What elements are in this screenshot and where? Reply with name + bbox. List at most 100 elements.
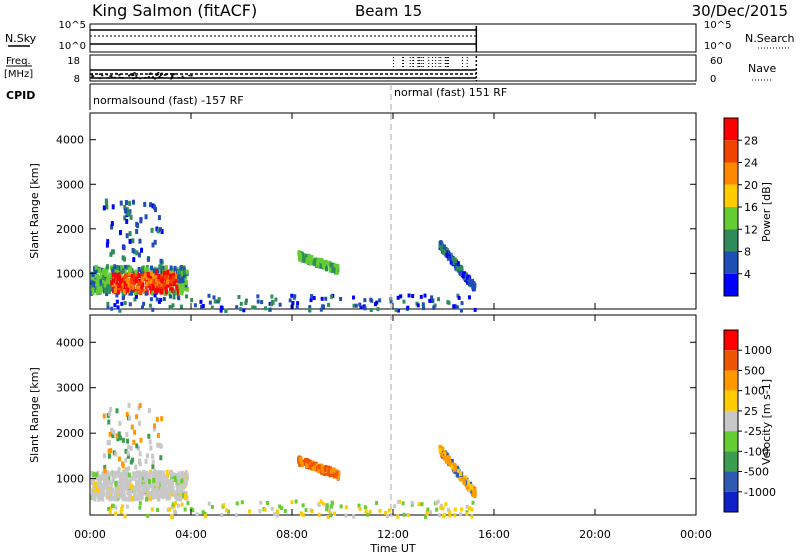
freq-dot — [107, 77, 110, 79]
range-gate-cell — [256, 294, 260, 299]
range-gate-cell — [459, 512, 463, 517]
range-gate-cell — [453, 513, 457, 518]
range-gate-cell — [105, 485, 109, 491]
range-gate-cell — [177, 296, 181, 301]
range-gate-cell — [113, 491, 117, 497]
range-gate-cell — [135, 443, 139, 449]
range-gate-cell — [278, 302, 282, 307]
range-gate-cell — [184, 490, 188, 496]
range-gate-cell — [140, 269, 144, 275]
range-gate-cell — [295, 305, 299, 310]
range-gate-cell — [130, 424, 134, 430]
range-gate-cell — [102, 205, 106, 211]
range-gate-cell — [95, 485, 99, 491]
range-gate-cell — [124, 496, 128, 502]
range-gate-cell — [104, 271, 108, 277]
range-gate-cell — [92, 281, 96, 287]
range-gate-cell — [166, 282, 170, 288]
velocity-panel: 1000 2000 3000 4000 Slant Range [km] 1000 50… — [28, 314, 776, 519]
range-gate-cell — [112, 450, 116, 456]
range-gate-cell — [242, 308, 246, 313]
range-gate-cell — [131, 238, 135, 244]
range-gate-cell — [125, 432, 129, 438]
range-gate-cell — [125, 233, 129, 239]
range-gate-cell — [278, 504, 282, 509]
range-gate-cell — [174, 277, 178, 283]
range-gate-cell — [168, 273, 172, 279]
range-gate-cell — [470, 281, 474, 287]
range-gate-cell — [159, 476, 163, 482]
range-gate-cell — [127, 288, 131, 294]
range-gate-cell — [91, 490, 95, 496]
range-gate-cell — [106, 440, 110, 446]
range-gate-cell — [107, 288, 111, 294]
range-gate-cell — [274, 297, 278, 302]
range-gate-cell — [325, 503, 329, 508]
range-gate-cell — [180, 478, 184, 484]
colorbar-tick-label: 16 — [744, 201, 758, 214]
range-gate-cell — [120, 265, 124, 271]
range-gate-cell — [153, 491, 157, 497]
range-gate-cell — [185, 286, 189, 292]
range-gate-cell — [363, 306, 367, 311]
range-gate-cell — [422, 306, 426, 311]
range-gate-cell — [317, 502, 321, 507]
range-gate-cell — [128, 238, 132, 244]
range-gate-cell — [115, 267, 119, 273]
range-gate-cell — [97, 496, 101, 502]
range-gate-cell — [185, 475, 189, 481]
range-gate-cell — [325, 507, 329, 512]
range-gate-cell — [294, 499, 298, 504]
range-gate-cell — [467, 295, 471, 300]
range-gate-cell — [148, 478, 152, 484]
range-gate-cell — [115, 433, 119, 439]
range-gate-cell — [114, 451, 118, 457]
range-gate-cell — [326, 514, 330, 519]
range-gate-cell — [208, 300, 212, 305]
range-gate-cell — [152, 268, 156, 274]
range-gate-cell — [174, 510, 178, 515]
range-gate-cell — [127, 211, 131, 217]
range-gate-cell — [309, 260, 313, 266]
range-gate-cell — [124, 471, 128, 477]
colorbar-segment — [724, 140, 738, 163]
range-gate-cell — [111, 272, 115, 278]
range-gate-cell — [105, 488, 109, 494]
range-gate-cell — [136, 284, 140, 290]
range-gate-cell — [114, 283, 118, 289]
range-gate-cell — [125, 504, 129, 509]
freq-dot — [155, 74, 158, 76]
range-gate-cell — [280, 506, 284, 511]
range-gate-cell — [146, 271, 150, 277]
range-gate-cell — [107, 507, 111, 512]
range-gate-cell — [92, 471, 96, 477]
range-gate-cell — [449, 259, 453, 265]
range-gate-cell — [117, 481, 121, 487]
nave-label: Nave — [748, 62, 776, 75]
range-gate-cell — [119, 286, 123, 292]
range-gate-cell — [111, 269, 115, 275]
range-gate-cell — [151, 494, 155, 500]
range-gate-cell — [462, 475, 466, 481]
range-gate-cell — [183, 477, 187, 483]
range-gate-cell — [410, 500, 414, 505]
range-gate-cell — [153, 239, 157, 245]
nsearch-tick-low: 10^0 — [704, 41, 731, 52]
range-gate-cell — [122, 490, 126, 496]
range-gate-cell — [118, 283, 122, 289]
colorbar-segment — [724, 184, 738, 207]
range-gate-cell — [149, 445, 153, 451]
range-gate-cell — [115, 265, 119, 271]
range-gate-cell — [183, 494, 187, 500]
range-gate-cell — [120, 482, 124, 488]
range-gate-cell — [121, 485, 125, 491]
range-gate-cell — [114, 484, 118, 490]
range-gate-cell — [123, 265, 127, 271]
range-gate-cell — [467, 506, 471, 511]
range-gate-cell — [173, 492, 177, 498]
nsky-label: N.Sky — [5, 32, 37, 45]
range-gate-cell — [112, 288, 116, 294]
range-gate-cell — [183, 507, 187, 512]
range-gate-cell — [103, 464, 107, 470]
range-gate-cell — [207, 293, 211, 298]
